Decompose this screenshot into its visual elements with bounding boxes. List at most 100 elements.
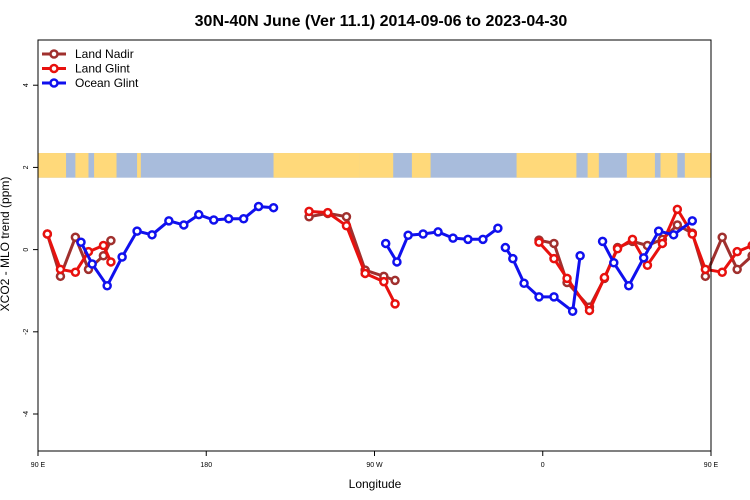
plot-frame <box>37 39 712 452</box>
legend-item: Land Nadir <box>42 47 134 61</box>
data-point <box>657 238 668 249</box>
data-point <box>508 253 518 264</box>
legend-label: Ocean Glint <box>75 76 139 90</box>
land-patch <box>359 153 394 178</box>
data-point <box>102 281 112 291</box>
data-point <box>549 253 559 264</box>
data-point <box>268 202 279 213</box>
y-tick-label: -4 <box>23 411 30 417</box>
data-point <box>55 264 66 275</box>
data-point <box>403 230 413 240</box>
data-point <box>549 292 559 302</box>
data-point <box>584 305 595 316</box>
x-tick-label: 0 <box>541 462 545 469</box>
data-point <box>70 232 81 243</box>
data-point <box>575 251 585 261</box>
series-line <box>537 207 750 312</box>
data-point <box>478 234 488 245</box>
legend-swatch-marker <box>49 49 59 59</box>
land-ocean-strip <box>38 153 711 178</box>
data-point <box>567 306 578 317</box>
land-patch <box>411 153 431 178</box>
data-point <box>493 223 503 233</box>
data-point <box>106 257 116 267</box>
legend-swatch-marker <box>49 78 59 88</box>
y-axis-label: XCO2 - MLO trend (ppm) <box>0 177 12 312</box>
data-point <box>549 238 559 249</box>
data-point <box>147 230 157 240</box>
data-point <box>623 281 634 291</box>
land-patch <box>587 153 599 178</box>
data-point <box>323 207 333 218</box>
data-point <box>534 237 544 247</box>
data-point <box>519 278 529 289</box>
data-point <box>341 221 352 231</box>
data-point <box>208 215 219 225</box>
data-point <box>341 211 352 222</box>
data-point <box>117 252 127 262</box>
data-point <box>132 226 142 236</box>
land-patch <box>94 153 117 178</box>
data-point <box>732 264 742 275</box>
data-point <box>534 292 544 302</box>
y-tick-label: -2 <box>23 329 30 335</box>
data-point <box>390 275 400 286</box>
land-patch <box>660 153 678 178</box>
x-tick-label: 90 E <box>704 462 719 469</box>
land-patch <box>684 153 711 178</box>
data-point <box>164 216 174 226</box>
data-point <box>562 273 572 284</box>
data-point <box>500 242 511 253</box>
data-point <box>379 276 389 287</box>
data-point <box>70 267 81 277</box>
data-point <box>76 237 86 247</box>
data-point <box>304 206 314 217</box>
legend-label: Land Nadir <box>75 47 134 61</box>
data-point <box>687 216 698 226</box>
data-point <box>668 230 679 240</box>
data-point <box>392 257 402 267</box>
data-point <box>238 214 249 224</box>
data-point <box>732 246 742 257</box>
data-point <box>672 204 683 215</box>
data-point <box>642 260 653 270</box>
land-patch <box>626 153 655 178</box>
data-point <box>106 235 116 246</box>
legend-label: Land Glint <box>75 62 130 76</box>
x-tick-label: 90 E <box>31 462 46 469</box>
legend-swatch-marker <box>49 63 59 74</box>
data-point <box>390 299 400 309</box>
legend-item: Ocean Glint <box>42 76 139 90</box>
data-point <box>609 258 619 268</box>
data-point <box>612 244 623 254</box>
y-tick-label: 0 <box>23 248 30 252</box>
data-point <box>87 259 97 269</box>
data-point <box>627 234 638 245</box>
data-point <box>433 227 443 237</box>
data-point <box>672 220 683 230</box>
axes-layer: 90 E 180 90 W 0 90 E -4 -2 0 2 4 <box>23 83 719 469</box>
data-point <box>597 236 608 247</box>
data-point <box>638 253 649 263</box>
data-point <box>179 220 189 230</box>
data-point <box>448 233 458 243</box>
x-axis-label: Longitude <box>349 477 402 491</box>
series-ocean-glint <box>76 201 698 317</box>
land-patch <box>38 153 67 178</box>
data-point <box>700 264 711 275</box>
x-tick-label: 90 W <box>366 462 383 469</box>
data-point <box>253 201 264 212</box>
data-point <box>418 229 428 239</box>
data-point <box>42 229 53 239</box>
x-tick-label: 180 <box>200 462 212 469</box>
land-patch <box>273 153 360 178</box>
data-point <box>223 214 234 224</box>
data-point <box>717 267 727 277</box>
chart-title: 30N-40N June (Ver 11.1) 2014-09-06 to 20… <box>195 13 568 30</box>
data-point <box>463 234 473 245</box>
y-tick-label: 4 <box>23 83 30 87</box>
legend-item: Land Glint <box>42 62 130 76</box>
data-point <box>98 240 109 251</box>
